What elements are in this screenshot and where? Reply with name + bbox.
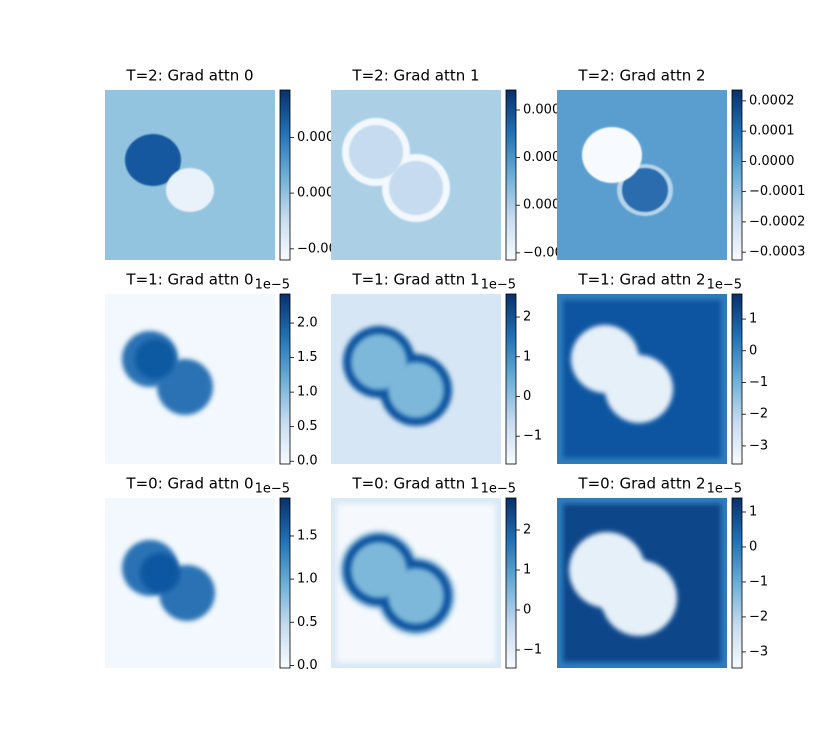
heatmap bbox=[331, 90, 501, 260]
colorbar-tick-label: −2 bbox=[749, 407, 768, 422]
heatmap bbox=[105, 498, 275, 668]
panel-title: T=0: Grad attn 1 bbox=[351, 475, 479, 493]
blob bbox=[601, 560, 677, 636]
colorbar-tick-label: 1 bbox=[749, 312, 757, 327]
panel-title: T=2: Grad attn 1 bbox=[351, 67, 479, 85]
colorbar-tick-label: 0 bbox=[749, 539, 757, 554]
colorbar-tick-label: 1 bbox=[523, 563, 531, 578]
colorbar bbox=[731, 89, 743, 261]
panel-title: T=2: Grad attn 0 bbox=[125, 67, 253, 85]
panel-title: T=2: Grad attn 2 bbox=[577, 67, 705, 85]
blob bbox=[388, 568, 444, 624]
colorbar bbox=[279, 89, 291, 261]
colorbar bbox=[505, 293, 517, 465]
colorbar-tick-label: 2 bbox=[523, 310, 531, 325]
colorbar bbox=[731, 293, 743, 465]
offset-text: 1e−5 bbox=[255, 482, 290, 497]
offset-text: 1e−5 bbox=[481, 278, 516, 293]
colorbar-tick-label: 1.0 bbox=[297, 385, 318, 400]
blob bbox=[349, 125, 403, 179]
colorbar-tick-label: 2 bbox=[523, 523, 531, 538]
colorbar bbox=[279, 293, 291, 465]
colorbar bbox=[505, 89, 517, 261]
blob bbox=[166, 168, 214, 212]
colorbar-tick-label: −0.0001 bbox=[749, 184, 805, 199]
colorbar-tick-label: 0.0 bbox=[297, 454, 318, 469]
blob bbox=[125, 134, 181, 186]
colorbar-tick-label: 1 bbox=[523, 349, 531, 364]
colorbar-tick-label: 0.0001 bbox=[749, 124, 795, 139]
blob bbox=[582, 127, 642, 183]
blob bbox=[157, 359, 213, 415]
panel-title: T=1: Grad attn 2 bbox=[577, 271, 705, 289]
colorbar-tick-label: 0.5 bbox=[297, 419, 318, 434]
colorbar-tick-label: −2 bbox=[749, 609, 768, 624]
panel-title: T=1: Grad attn 1 bbox=[351, 271, 479, 289]
colorbar-tick-label: 0.0002 bbox=[749, 93, 795, 108]
colorbar bbox=[279, 497, 291, 669]
colorbar-tick-label: 1 bbox=[749, 504, 757, 519]
colorbar-tick-label: 0.5 bbox=[297, 615, 318, 630]
colorbar-tick-label: 0 bbox=[523, 603, 531, 618]
heatmap bbox=[331, 294, 501, 464]
colorbar-tick-label: 1.5 bbox=[297, 350, 318, 365]
colorbar-tick-label: 1.0 bbox=[297, 572, 318, 587]
heatmap bbox=[557, 294, 727, 464]
colorbar-tick-label: −0.0002 bbox=[749, 214, 805, 229]
blob bbox=[135, 339, 175, 379]
panel-title: T=0: Grad attn 0 bbox=[125, 475, 253, 493]
colorbar-tick-label: 0.0000 bbox=[749, 154, 795, 169]
offset-text: 1e−5 bbox=[255, 278, 290, 293]
colorbar-tick-label: −3 bbox=[749, 644, 768, 659]
colorbar-tick-label: −1 bbox=[749, 375, 768, 390]
heatmap bbox=[557, 498, 727, 668]
colorbar bbox=[505, 497, 517, 669]
colorbar-tick-label: 0 bbox=[749, 343, 757, 358]
colorbar-tick-label: −1 bbox=[523, 429, 542, 444]
heatmap bbox=[557, 90, 727, 260]
blob bbox=[388, 362, 444, 418]
offset-text: 1e−5 bbox=[707, 278, 742, 293]
heatmap bbox=[105, 294, 275, 464]
offset-text: 1e−5 bbox=[481, 482, 516, 497]
colorbar-tick-label: 2.0 bbox=[297, 316, 318, 331]
colorbar-tick-label: 0.0 bbox=[297, 658, 318, 673]
colorbar-tick-label: −1 bbox=[749, 574, 768, 589]
blob bbox=[140, 553, 180, 593]
colorbar-tick-label: 0 bbox=[523, 389, 531, 404]
blob bbox=[622, 168, 668, 212]
blob bbox=[605, 355, 673, 423]
heatmap bbox=[331, 498, 501, 668]
blob bbox=[389, 161, 443, 215]
offset-text: 1e−5 bbox=[707, 482, 742, 497]
colorbar-tick-label: −3 bbox=[749, 438, 768, 453]
panel-title: T=1: Grad attn 0 bbox=[125, 271, 253, 289]
colorbar-tick-label: −1 bbox=[523, 643, 542, 658]
colorbar bbox=[731, 497, 743, 669]
colorbar-tick-label: −0.0003 bbox=[749, 245, 805, 260]
heatmap bbox=[105, 90, 275, 260]
colorbar-tick-label: 1.5 bbox=[297, 528, 318, 543]
panel-title: T=0: Grad attn 2 bbox=[577, 475, 705, 493]
